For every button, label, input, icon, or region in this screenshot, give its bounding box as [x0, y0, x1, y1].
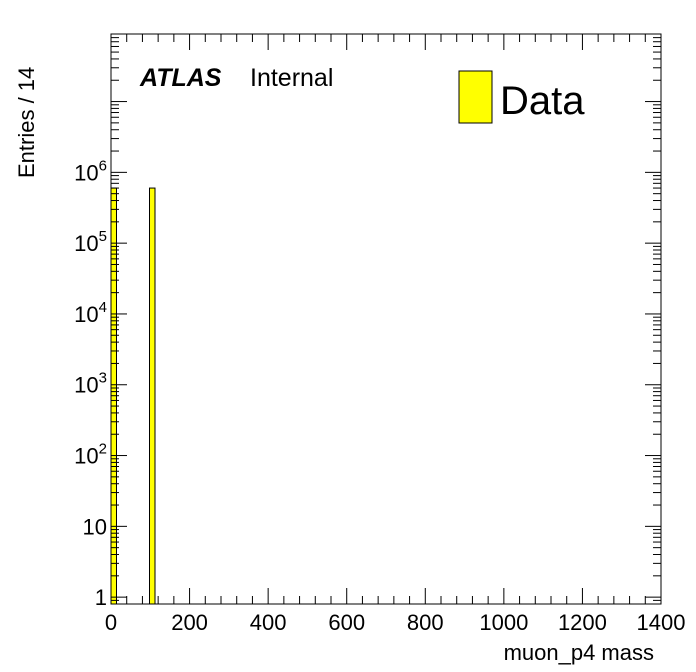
x-tick-label: 600 — [328, 610, 365, 635]
x-tick-label: 1200 — [558, 610, 607, 635]
legend-label-data: Data — [500, 79, 585, 123]
y-tick-label: 104 — [74, 299, 107, 327]
y-tick-label: 103 — [74, 370, 107, 398]
y-tick-label: 1 — [95, 585, 107, 610]
x-tick-label: 800 — [407, 610, 444, 635]
y-tick-label: 106 — [74, 157, 107, 185]
y-tick-labels: 1 10 102 103 104 105 106 — [74, 157, 107, 610]
y-axis-title: Entries / 14 — [14, 67, 39, 178]
y-tick-label: 105 — [74, 228, 107, 256]
histogram-bar — [149, 187, 156, 605]
x-tick-labels: 0 200 400 600 800 1000 1200 1400 — [105, 610, 686, 635]
internal-label: Internal — [250, 64, 333, 92]
x-tick-label: 200 — [171, 610, 208, 635]
y-tick-label: 102 — [74, 441, 107, 469]
y-tick-label: 10 — [83, 514, 107, 539]
x-tick-label: 1000 — [479, 610, 528, 635]
x-tick-label: 1400 — [637, 610, 686, 635]
legend-swatch-data — [458, 70, 493, 124]
atlas-label: ATLAS — [139, 64, 222, 92]
x-tick-label: 400 — [250, 610, 287, 635]
legend: Data — [458, 70, 585, 124]
plot-frame — [110, 33, 662, 605]
x-axis-title: muon_p4 mass — [504, 640, 654, 665]
x-tick-label: 0 — [105, 610, 117, 635]
